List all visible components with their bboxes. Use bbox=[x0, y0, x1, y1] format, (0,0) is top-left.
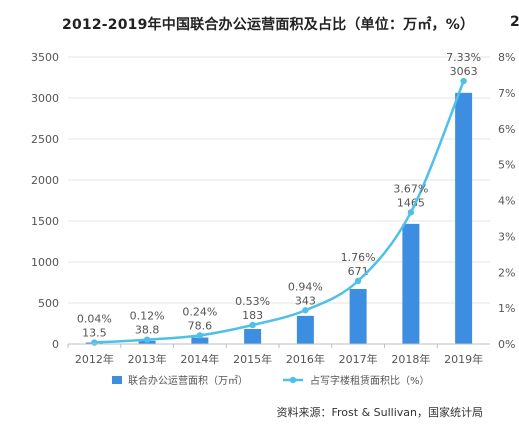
line-point bbox=[407, 209, 415, 216]
line-path bbox=[94, 80, 465, 344]
bar bbox=[349, 288, 367, 344]
right-tick-label: 2% bbox=[498, 266, 515, 279]
line-point bbox=[196, 332, 204, 339]
bar-data-label: 38.8 bbox=[135, 324, 160, 337]
bar-data-label: 343 bbox=[295, 294, 316, 307]
x-tick-label: 2013年 bbox=[128, 352, 167, 366]
left-tick-label: 0 bbox=[52, 338, 59, 351]
line-point bbox=[143, 336, 151, 343]
bar-data-label: 3063 bbox=[450, 65, 478, 78]
left-tick-label: 1500 bbox=[31, 215, 59, 228]
right-tick-label: 6% bbox=[498, 123, 515, 136]
left-tick-label: 3500 bbox=[31, 51, 59, 64]
bar bbox=[296, 315, 314, 344]
legend-line-label: 占写字楼租赁面积比（%） bbox=[310, 374, 430, 387]
legend-bar-label: 联合办公运营面积（万㎡） bbox=[128, 374, 248, 387]
right-tick-label: 3% bbox=[498, 230, 515, 243]
x-tick-label: 2016年 bbox=[286, 352, 325, 366]
line-point bbox=[91, 339, 98, 346]
left-tick-label: 3000 bbox=[31, 92, 59, 105]
line-data-label: 1.76% bbox=[341, 251, 376, 264]
right-tick-label: 4% bbox=[498, 195, 515, 208]
x-tick-label: 2015年 bbox=[233, 352, 272, 366]
left-tick-label: 500 bbox=[38, 297, 59, 310]
right-tick-label: 1% bbox=[498, 302, 515, 315]
left-tick-label: 2500 bbox=[31, 133, 59, 146]
right-tick-label: 7% bbox=[498, 87, 515, 100]
line-point bbox=[460, 77, 467, 85]
x-tick-label: 2012年 bbox=[75, 352, 114, 366]
bar bbox=[402, 223, 420, 344]
bar-data-label: 671 bbox=[348, 265, 369, 278]
legend-bar-swatch bbox=[112, 376, 122, 384]
line-point bbox=[354, 277, 362, 285]
bar bbox=[244, 328, 262, 344]
right-tick-label: 8% bbox=[498, 51, 515, 64]
right-tick-label: 5% bbox=[498, 159, 515, 172]
grid-lines bbox=[68, 56, 490, 345]
line-data-label: 0.53% bbox=[235, 295, 270, 308]
left-axis: 0 500 1000 1500 2000 2500 3000 3500 bbox=[31, 51, 59, 351]
legend-line-marker bbox=[289, 376, 297, 384]
chart-title-overflow: 2 bbox=[510, 14, 519, 30]
right-axis: 0% 1% 2% 3% 4% 5% 6% 7% 8% bbox=[498, 51, 515, 351]
x-tick-label: 2014年 bbox=[180, 352, 219, 366]
source-note: 资料来源：Frost & Sullivan，国家统计局 bbox=[276, 406, 484, 419]
line-data-label: 3.67% bbox=[393, 182, 428, 195]
bar-series: 13.5 38.8 78.6 183 343 671 1465 3063 bbox=[82, 65, 478, 344]
legend: 联合办公运营面积（万㎡） 占写字楼租赁面积比（%） bbox=[112, 374, 430, 387]
x-tick-label: 2018年 bbox=[391, 352, 430, 366]
chart-title: 2012-2019年中国联合办公运营面积及占比（单位：万㎡，%） bbox=[62, 17, 475, 33]
line-data-label: 0.04% bbox=[77, 313, 112, 326]
line-data-label: 0.12% bbox=[130, 310, 165, 323]
line-data-label: 0.24% bbox=[182, 305, 217, 318]
x-axis: 2012年 2013年 2014年 2015年 2016年 2017年 2018年 2019年 bbox=[67, 343, 490, 366]
x-tick-label: 2017年 bbox=[339, 352, 378, 366]
bar-data-label: 78.6 bbox=[188, 319, 213, 332]
line-data-label: 0.94% bbox=[288, 280, 323, 293]
bar-data-label: 13.5 bbox=[82, 327, 107, 340]
bar-data-label: 1465 bbox=[397, 196, 425, 209]
right-tick-label: 0% bbox=[498, 338, 515, 351]
bar bbox=[191, 337, 209, 344]
line-point bbox=[302, 307, 309, 314]
x-tick-label: 2019年 bbox=[444, 352, 483, 366]
bar-data-label: 183 bbox=[242, 309, 263, 322]
line-point bbox=[249, 321, 256, 329]
line-series: 0.04% 0.12% 0.24% 0.53% 0.94% 1.76% 3.67% 7.33% bbox=[77, 51, 481, 346]
line-data-label: 7.33% bbox=[446, 51, 481, 64]
left-tick-label: 2000 bbox=[31, 174, 59, 187]
bar bbox=[455, 92, 473, 344]
left-tick-label: 1000 bbox=[31, 256, 59, 269]
